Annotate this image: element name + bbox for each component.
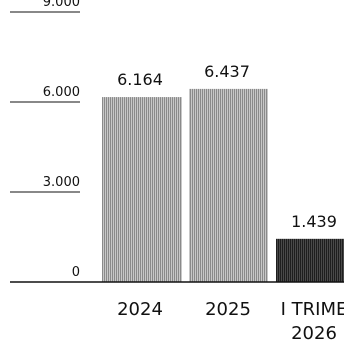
bar-2	[189, 88, 268, 282]
y-tick-label: 3.000	[43, 175, 80, 190]
y-axis: 0 3.000 6.000 9.000	[10, 0, 80, 280]
bar-1	[102, 97, 182, 282]
data-label: 1.439	[291, 212, 337, 231]
x-tick-label: 2026	[291, 323, 337, 344]
y-tick-label: 6.000	[43, 85, 80, 100]
data-label: 6.164	[117, 70, 163, 89]
data-label: 6.437	[204, 62, 250, 81]
bar-3	[276, 238, 344, 282]
x-tick-label: I TRIME	[281, 299, 344, 320]
x-tick-label: 2025	[205, 299, 251, 320]
y-tick-label: 9.000	[43, 0, 80, 10]
bars: 6.164 6.437 1.439	[102, 62, 344, 282]
x-axis: 2024 2025 I TRIME 2026	[117, 299, 344, 344]
y-tick-label: 0	[72, 265, 80, 280]
x-tick-label: 2024	[117, 299, 163, 320]
